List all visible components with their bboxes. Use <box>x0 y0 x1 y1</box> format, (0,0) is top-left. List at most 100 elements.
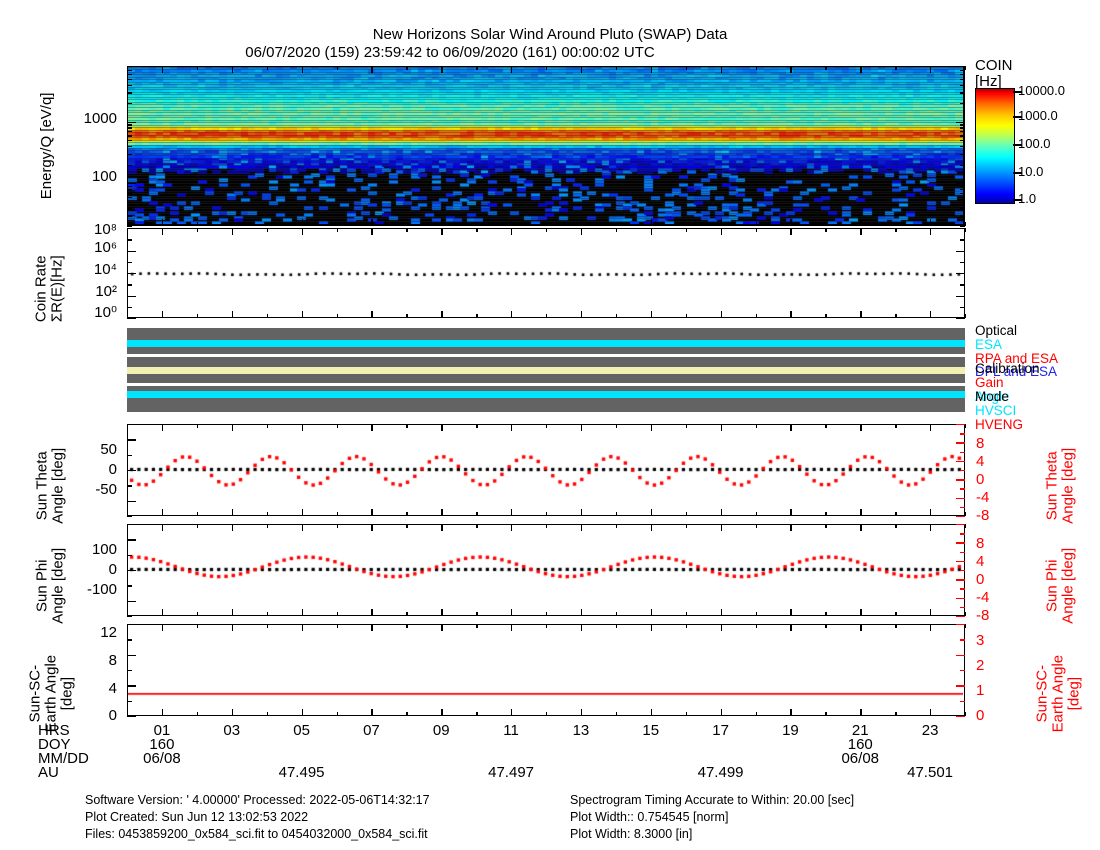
tick-mark <box>960 226 965 228</box>
legend-heading-optical: Optical <box>975 323 1018 338</box>
colorbar-tick-100: 100.0 <box>1018 136 1051 151</box>
tick-mark <box>127 215 132 217</box>
tick-mark <box>336 624 338 628</box>
colorbar-tick-10: 10.0 <box>1018 164 1044 179</box>
tick-mark <box>895 424 897 428</box>
sun-sc-earth-rtick-0: 0 <box>976 707 985 724</box>
tick-mark <box>127 164 132 166</box>
tick-mark <box>650 709 653 716</box>
tick-mark <box>127 185 132 188</box>
sun-phi-ylabel-right-line1: Sun Phi <box>1043 559 1061 613</box>
tick-mark <box>127 131 132 133</box>
xaxis-hrs-label: 11 <box>503 722 519 739</box>
tick-mark <box>127 570 136 572</box>
tick-mark <box>476 314 478 318</box>
xaxis-mmdd-label: 06/08 <box>841 750 880 767</box>
tick-mark <box>615 524 618 528</box>
tick-mark <box>127 314 129 318</box>
tick-mark <box>685 712 688 716</box>
coin-rate-panel <box>127 228 965 318</box>
tick-mark <box>650 609 653 616</box>
tick-mark <box>127 103 132 105</box>
tick-mark <box>161 624 164 631</box>
tick-mark <box>476 228 478 232</box>
tick-mark <box>930 424 932 431</box>
sun-phi-panel <box>127 524 965 616</box>
tick-mark <box>965 314 967 318</box>
sun-sc-earth-rtick-3: 3 <box>976 632 985 649</box>
status-legend-calibration: Calibration Gain Angle <box>975 362 1040 403</box>
tick-mark <box>266 524 269 528</box>
tick-mark <box>956 479 965 481</box>
tick-mark <box>161 228 164 235</box>
sun-phi-rtick-4: 4 <box>976 553 985 570</box>
tick-mark <box>580 609 583 616</box>
status-bar-mode <box>127 386 965 412</box>
colorbar-mark <box>1013 144 1022 146</box>
tick-mark <box>580 228 583 235</box>
tick-mark <box>790 424 792 431</box>
tick-mark <box>825 612 827 616</box>
tick-mark <box>720 609 722 616</box>
sun-phi-rtick-8: 8 <box>976 535 985 552</box>
tick-mark <box>720 228 722 235</box>
tick-mark <box>511 624 513 631</box>
tick-mark <box>371 524 373 531</box>
tick-mark <box>301 219 303 226</box>
tick-mark <box>406 228 408 232</box>
legend-heading-calibration: Calibration <box>975 361 1040 376</box>
tick-mark <box>196 424 199 428</box>
tick-mark <box>127 670 132 672</box>
tick-mark <box>615 712 618 716</box>
tick-mark <box>266 314 269 318</box>
tick-mark <box>266 228 269 232</box>
tick-mark <box>860 66 862 73</box>
tick-mark <box>825 424 827 428</box>
tick-mark <box>960 606 965 609</box>
tick-mark <box>960 69 965 71</box>
tick-mark <box>127 500 136 503</box>
tick-mark <box>580 219 583 226</box>
tick-mark <box>960 570 965 572</box>
tick-mark <box>956 579 965 581</box>
legend-entry-hvsci: HVSCI <box>975 402 1017 418</box>
tick-mark <box>161 524 164 531</box>
tick-mark <box>580 624 583 631</box>
tick-mark <box>615 228 618 232</box>
tick-mark <box>860 609 862 616</box>
tick-mark <box>127 685 136 687</box>
tick-mark <box>960 207 965 209</box>
tick-mark <box>956 318 965 320</box>
tick-mark <box>895 228 897 232</box>
tick-mark <box>231 228 234 235</box>
xaxis-au-label: 47.495 <box>278 764 325 781</box>
tick-mark <box>720 219 722 226</box>
tick-mark <box>895 524 897 528</box>
legend-entry-esa: ESA <box>975 336 1003 352</box>
footer-left-line3: Files: 0453859200_0x584_sci.fit to 04540… <box>85 827 428 841</box>
tick-mark <box>720 624 722 631</box>
sun-theta-ylabel-right-line1: Sun Theta <box>1043 451 1061 521</box>
tick-mark <box>476 222 478 226</box>
sun-phi-ytick-m100: -100 <box>86 581 117 598</box>
sun-theta-rtick-0: 0 <box>976 471 985 488</box>
tick-mark <box>511 228 513 235</box>
sun-theta-ytick-0: 0 <box>108 461 117 478</box>
tick-mark <box>685 524 688 528</box>
tick-mark <box>127 716 136 718</box>
tick-mark <box>127 121 136 123</box>
coin-ytick-e4: 10⁴ <box>93 261 117 278</box>
tick-mark <box>650 311 653 318</box>
tick-mark <box>406 66 408 70</box>
tick-mark <box>546 712 548 716</box>
tick-mark <box>860 524 862 531</box>
legend-entry-dfl-and-esa: DFL and ESA <box>975 364 1058 380</box>
tick-mark <box>161 609 164 616</box>
tick-mark <box>231 509 234 516</box>
legend-entry-angle: Angle <box>975 388 1010 404</box>
tick-mark <box>301 424 303 431</box>
footer-left-line1: Software Version: ' 4.00000' Processed: … <box>85 793 430 807</box>
sun-theta-rtick-8: 8 <box>976 435 985 452</box>
tick-mark <box>231 219 234 226</box>
tick-mark <box>580 66 583 73</box>
